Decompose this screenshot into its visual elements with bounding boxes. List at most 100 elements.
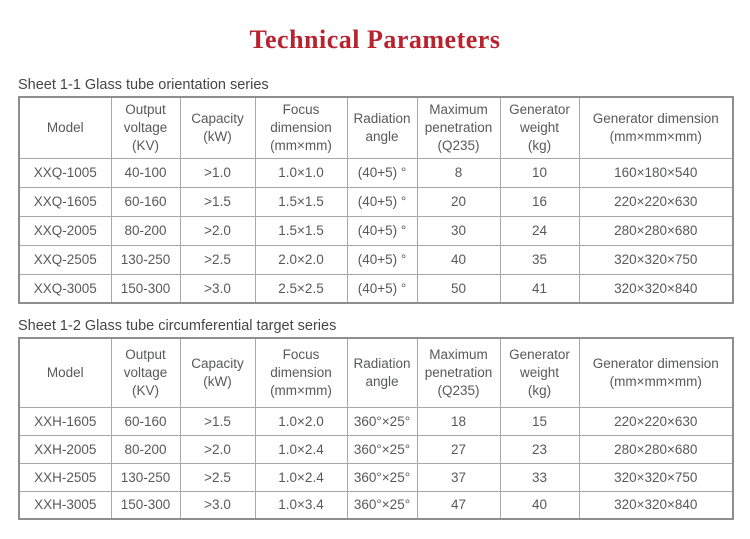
column-header-output-voltage: Output voltage (KV) — [110, 96, 181, 159]
table-cell: 8 — [416, 157, 501, 188]
table-cell: >2.5 — [179, 462, 256, 492]
table-cell: 27 — [416, 434, 501, 464]
table-cell: >1.5 — [179, 186, 256, 217]
table-cell: 1.0×2.4 — [254, 434, 348, 464]
table-cell: 150-300 — [110, 273, 181, 304]
table-row: XXQ-1605 60-160 >1.5 1.5×1.5 (40+5) ° 20 16 220… — [18, 186, 734, 217]
table-cell: 220×220×630 — [578, 406, 734, 436]
table-cell: XXQ-1605 — [18, 186, 112, 217]
table-cell: 40 — [499, 490, 580, 520]
table-cell: XXH-2505 — [18, 462, 112, 492]
table-cell: 320×320×840 — [578, 490, 734, 520]
table-cell: 320×320×750 — [578, 462, 734, 492]
table-cell: 41 — [499, 273, 580, 304]
table-cell: 1.0×3.4 — [254, 490, 348, 520]
table-row: XXQ-1005 40-100 >1.0 1.0×1.0 (40+5) ° 8 10 160×… — [18, 157, 734, 188]
column-header-model: Model — [18, 96, 112, 159]
table-cell: 280×280×680 — [578, 215, 734, 246]
column-header-output-voltage: Output voltage (KV) — [110, 337, 181, 408]
table-cell: (40+5) ° — [346, 215, 418, 246]
table-cell: 1.5×1.5 — [254, 186, 348, 217]
table-cell: 15 — [499, 406, 580, 436]
table-cell: 35 — [499, 244, 580, 275]
table-cell: 1.0×2.0 — [254, 406, 348, 436]
table-cell: 47 — [416, 490, 501, 520]
table-row: XXQ-3005 150-300 >3.0 2.5×2.5 (40+5) ° 50 41 32… — [18, 273, 734, 304]
table-cell: XXH-3005 — [18, 490, 112, 520]
table-cell: 360°×25° — [346, 434, 418, 464]
table-row: XXH-2005 80-200 >2.0 1.0×2.4 360°×25° 27 23 280… — [18, 434, 734, 464]
table-cell: 37 — [416, 462, 501, 492]
table-cell: 280×280×680 — [578, 434, 734, 464]
column-header-capacity: Capacity (kW) — [179, 96, 256, 159]
table-cell: (40+5) ° — [346, 186, 418, 217]
column-header-capacity: Capacity (kW) — [179, 337, 256, 408]
table-cell: 10 — [499, 157, 580, 188]
table-cell: XXQ-1005 — [18, 157, 112, 188]
table-cell: 24 — [499, 215, 580, 246]
header-row: Model Output voltage (KV) Capacity (kW) … — [18, 337, 734, 408]
table-cell: 33 — [499, 462, 580, 492]
table-cell: 1.0×1.0 — [254, 157, 348, 188]
table-cell: XXQ-2505 — [18, 244, 112, 275]
table-cell: (40+5) ° — [346, 273, 418, 304]
table-cell: 40-100 — [110, 157, 181, 188]
table-cell: 360°×25° — [346, 406, 418, 436]
column-header-generator-weight: Generator weight (kg) — [499, 337, 580, 408]
table-cell: >3.0 — [179, 273, 256, 304]
table-cell: 60-160 — [110, 186, 181, 217]
table-cell: 2.5×2.5 — [254, 273, 348, 304]
table-cell: 50 — [416, 273, 501, 304]
table-cell: 320×320×840 — [578, 273, 734, 304]
table-cell: 220×220×630 — [578, 186, 734, 217]
table-cell: 130-250 — [110, 462, 181, 492]
table-body: XXH-1605 60-160 >1.5 1.0×2.0 360°×25° 18 15 220… — [18, 406, 734, 520]
table-cell: 20 — [416, 186, 501, 217]
column-header-radiation-angle: Radiation angle — [346, 96, 418, 159]
table-cell: >2.0 — [179, 215, 256, 246]
table-cell: >2.5 — [179, 244, 256, 275]
table-cell: XXH-1605 — [18, 406, 112, 436]
table-cell: XXQ-2005 — [18, 215, 112, 246]
page-title: Technical Parameters — [249, 25, 501, 54]
column-header-focus-dimension: Focus dimension (mm×mm) — [254, 96, 348, 159]
table-row: XXH-1605 60-160 >1.5 1.0×2.0 360°×25° 18 15 220… — [18, 406, 734, 436]
table-cell: 16 — [499, 186, 580, 217]
column-header-maximum-penetration: Maximum penetration (Q235) — [416, 96, 501, 159]
table-body: XXQ-1005 40-100 >1.0 1.0×1.0 (40+5) ° 8 10 160×… — [18, 157, 734, 304]
column-header-focus-dimension: Focus dimension (mm×mm) — [254, 337, 348, 408]
header-row: Model Output voltage (KV) Capacity (kW) … — [18, 96, 734, 159]
table-header: Model Output voltage (KV) Capacity (kW) … — [18, 337, 734, 408]
table-cell: 360°×25° — [346, 462, 418, 492]
table-cell: 80-200 — [110, 215, 181, 246]
table-row: XXQ-2005 80-200 >2.0 1.5×1.5 (40+5) ° 30 24 280… — [18, 215, 734, 246]
table-header: Model Output voltage (KV) Capacity (kW) … — [18, 96, 734, 159]
table-cell: 1.5×1.5 — [254, 215, 348, 246]
table-cell: 23 — [499, 434, 580, 464]
table-cell: 80-200 — [110, 434, 181, 464]
table-cell: >1.0 — [179, 157, 256, 188]
sheet-1-2-caption: Sheet 1-2 Glass tube circumferential tar… — [18, 318, 337, 334]
table-cell: XXQ-3005 — [18, 273, 112, 304]
column-header-generator-dimension: Generator dimension (mm×mm×mm) — [578, 337, 734, 408]
table-cell: 18 — [416, 406, 501, 436]
table-cell: 320×320×750 — [578, 244, 734, 275]
glass-tube-circumferential-table: Model Output voltage (KV) Capacity (kW) … — [18, 337, 734, 520]
table-cell: 60-160 — [110, 406, 181, 436]
table-row: XXH-3005 150-300 >3.0 1.0×3.4 360°×25° 47 40 32… — [18, 490, 734, 520]
table-cell: >3.0 — [179, 490, 256, 520]
table-cell: 360°×25° — [346, 490, 418, 520]
column-header-maximum-penetration: Maximum penetration (Q235) — [416, 337, 501, 408]
column-header-radiation-angle: Radiation angle — [346, 337, 418, 408]
table-cell: 1.0×2.4 — [254, 462, 348, 492]
table-row: XXH-2505 130-250 >2.5 1.0×2.4 360°×25° 37 33 32… — [18, 462, 734, 492]
table-cell: 2.0×2.0 — [254, 244, 348, 275]
table-cell: (40+5) ° — [346, 244, 418, 275]
glass-tube-orientation-table: Model Output voltage (KV) Capacity (kW) … — [18, 96, 734, 304]
column-header-model: Model — [18, 337, 112, 408]
table-cell: 160×180×540 — [578, 157, 734, 188]
table-cell: (40+5) ° — [346, 157, 418, 188]
table-row: XXQ-2505 130-250 >2.5 2.0×2.0 (40+5) ° 40 35 32… — [18, 244, 734, 275]
table-cell: 130-250 — [110, 244, 181, 275]
